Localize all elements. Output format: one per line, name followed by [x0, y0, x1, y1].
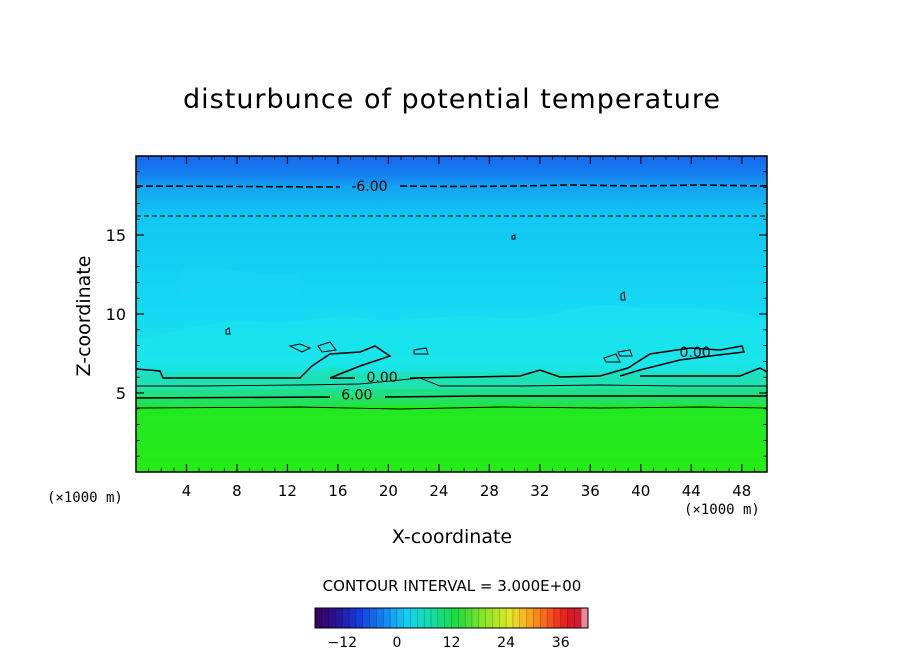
- colorbar-segment: [553, 608, 562, 628]
- contour-blob-5: [617, 349, 633, 357]
- contour-blob-2: [317, 341, 337, 353]
- colorbar-segment: [369, 608, 377, 628]
- colorbar-segment: [417, 608, 425, 628]
- x-tick-label: 32: [530, 482, 549, 500]
- colorbar-segment: [581, 608, 589, 628]
- colorbar-segment: [547, 608, 555, 628]
- x-tick-label: 28: [480, 482, 499, 500]
- colorbar-segment: [499, 608, 507, 628]
- x-ticks-group: 4 8 12 16 20 24 28 32 36 40 44 48: [148, 156, 755, 500]
- colorbar-segment: [451, 608, 459, 628]
- contour-blob-8: [511, 234, 516, 240]
- contour-zero: [136, 345, 767, 379]
- contour-label: -6.00: [351, 179, 387, 195]
- colorbar-segment: [512, 608, 521, 628]
- colorbar-tick-label: 36: [552, 635, 570, 651]
- colorbar-segment: [315, 608, 323, 628]
- contour-label: 0.00: [367, 370, 398, 386]
- colorbar-segment: [540, 608, 548, 628]
- colorbar-segment: [424, 608, 432, 628]
- x-tick-label: 12: [278, 482, 297, 500]
- colorbar-segment: [478, 608, 487, 628]
- colorbar-segment: [574, 608, 582, 628]
- colorbar: −12 0 12 24 36: [314, 607, 589, 651]
- colorbar-segment: [471, 608, 480, 628]
- colorbar-segment: [492, 608, 500, 628]
- x-unit-label-right: (×1000 m): [684, 502, 760, 518]
- colorbar-segment: [335, 608, 343, 628]
- colorbar-segment: [390, 608, 398, 628]
- colorbar-segment: [342, 608, 350, 628]
- colorbar-segment: [355, 608, 364, 628]
- x-unit-label-left: (×1000 m): [47, 490, 123, 506]
- contour-3: [136, 377, 767, 387]
- colorbar-segment: [533, 608, 541, 628]
- y-ticks-group: 5 10 15: [106, 171, 767, 457]
- colorbar-segment: [410, 608, 418, 628]
- colorbar-segment: [383, 608, 391, 628]
- colorbar-segment: [321, 608, 330, 628]
- contour-lines: [136, 184, 767, 410]
- colorbar-segment: [349, 608, 357, 628]
- x-tick-label: 36: [581, 482, 600, 500]
- field-area: [136, 156, 767, 472]
- contour-minus6: [136, 184, 767, 188]
- colorbar-tick-label: 0: [392, 635, 401, 651]
- x-tick-label: 20: [379, 482, 398, 500]
- cyan-patch-lower: [136, 305, 767, 372]
- contour-interval-text: CONTOUR INTERVAL = 3.000E+00: [322, 577, 582, 595]
- colorbar-segment: [506, 608, 514, 628]
- contour-blob-4: [603, 353, 621, 363]
- colorbar-segment: [560, 608, 569, 628]
- contour-label: 6.00: [341, 388, 372, 404]
- colorbar-segment: [362, 608, 371, 628]
- colorbar-segment: [567, 608, 575, 628]
- y-tick-label: 5: [116, 384, 126, 403]
- chart-title: disturbunce of potential temperature: [183, 84, 721, 115]
- x-tick-label: 8: [232, 482, 242, 500]
- colorbar-segment: [328, 608, 336, 628]
- colorbar-segment: [519, 608, 528, 628]
- x-tick-label: 4: [182, 482, 192, 500]
- colorbar-tick-label: 12: [443, 635, 461, 651]
- contour-9: [136, 406, 767, 410]
- colorbar-segment: [444, 608, 452, 628]
- x-tick-label: 16: [328, 482, 347, 500]
- colorbar-tick-label: 24: [497, 635, 515, 651]
- y-tick-label: 10: [106, 305, 126, 324]
- cyan-patch-1: [180, 267, 300, 302]
- colorbar-segment: [396, 608, 405, 628]
- colorbar-tick-label: −12: [328, 635, 358, 651]
- colorbar-segment: [485, 608, 493, 628]
- x-tick-label: 48: [732, 482, 751, 500]
- contour-blob-7: [225, 327, 231, 335]
- colorbar-segment: [458, 608, 466, 628]
- x-tick-label: 24: [429, 482, 448, 500]
- colorbar-frame: [314, 607, 589, 629]
- contour-blob-3: [413, 347, 429, 355]
- colorbar-segment: [431, 608, 439, 628]
- colorbar-segment: [376, 608, 384, 628]
- x-axis-label: X-coordinate: [391, 526, 513, 548]
- colorbar-segment: [403, 608, 412, 628]
- y-tick-label: 15: [106, 226, 126, 245]
- x-tick-label: 40: [631, 482, 650, 500]
- colorbar-segment: [465, 608, 473, 628]
- contour-label: 0.00: [679, 345, 710, 361]
- cyan-patch-2: [560, 276, 740, 297]
- x-tick-label: 44: [682, 482, 701, 500]
- contour-blob-1: [288, 343, 312, 353]
- contour-labels-group: -6.00 0.00 6.00 0.00: [341, 179, 710, 404]
- colorbar-segment: [526, 608, 534, 628]
- contour-blob-6: [620, 291, 626, 301]
- colorbar-segment: [437, 608, 446, 628]
- contour-6: [136, 395, 767, 399]
